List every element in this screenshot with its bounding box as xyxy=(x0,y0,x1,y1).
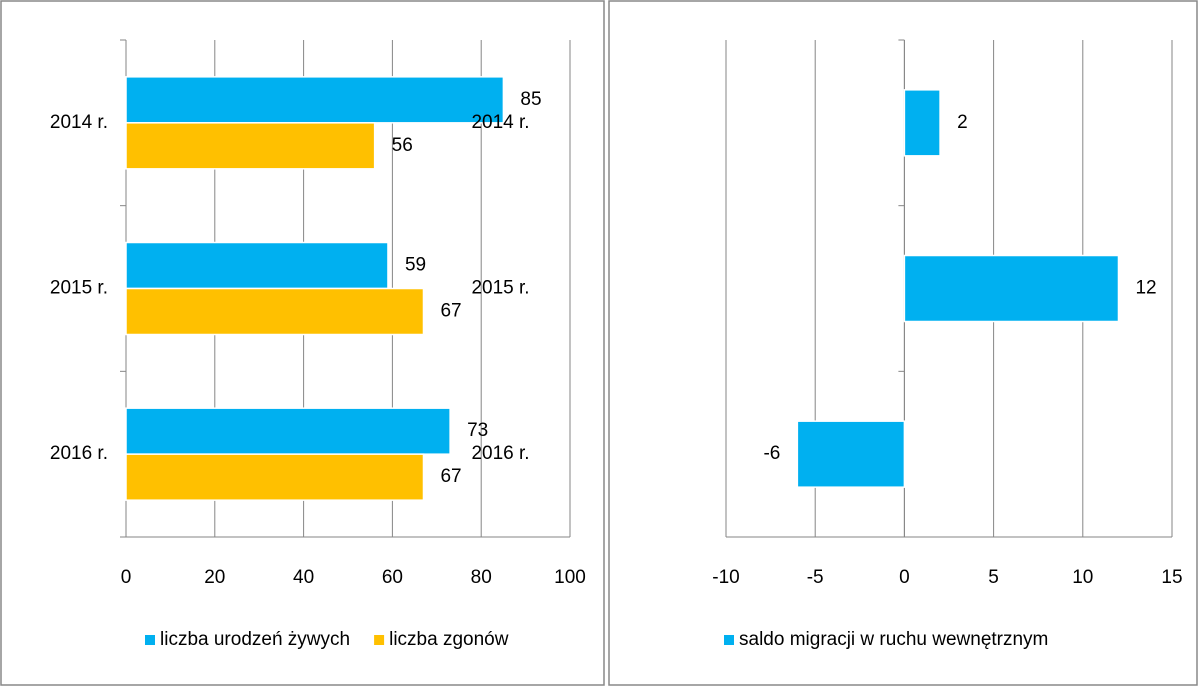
legend-label: liczba urodzeń żywych xyxy=(160,629,350,650)
x-tick-label: 60 xyxy=(382,567,403,588)
x-tick-label: 100 xyxy=(554,567,586,588)
x-tick-label: 20 xyxy=(204,567,225,588)
bar xyxy=(125,287,425,336)
bar xyxy=(125,76,505,124)
legend-swatch xyxy=(724,635,734,645)
data-label: 12 xyxy=(1135,278,1156,299)
bar xyxy=(125,241,389,290)
panel-border xyxy=(608,0,1198,686)
x-tick-label: 40 xyxy=(293,567,314,588)
data-label: 85 xyxy=(520,89,541,110)
bar xyxy=(125,122,376,170)
legend-swatch xyxy=(145,635,155,645)
y-tick-label: 2016 r. xyxy=(50,443,108,464)
bar xyxy=(903,89,941,157)
data-label: -6 xyxy=(763,443,780,464)
bar xyxy=(125,407,451,455)
legend-label: liczba zgonów xyxy=(389,629,509,650)
legend-label: saldo migracji w ruchu wewnętrznym xyxy=(739,629,1048,650)
y-tick-label: 2015 r. xyxy=(50,278,108,299)
bar xyxy=(903,254,1120,323)
x-tick-label: 15 xyxy=(1161,567,1182,588)
x-tick-label: 80 xyxy=(471,567,492,588)
data-label: 56 xyxy=(392,135,413,156)
bar xyxy=(125,453,425,501)
y-tick-label: 2014 r. xyxy=(50,112,108,133)
data-label: 73 xyxy=(467,420,488,441)
data-label: 59 xyxy=(405,255,426,276)
y-tick-label: 2015 r. xyxy=(471,278,529,299)
data-label: 67 xyxy=(440,301,461,322)
y-tick-label: 2014 r. xyxy=(471,112,529,133)
panel-border xyxy=(0,0,605,686)
x-tick-label: 5 xyxy=(988,567,999,588)
x-tick-label: -10 xyxy=(712,567,739,588)
data-label: 67 xyxy=(440,466,461,487)
x-tick-label: 10 xyxy=(1072,567,1093,588)
x-tick-label: -5 xyxy=(807,567,824,588)
x-tick-label: 0 xyxy=(899,567,910,588)
y-tick-label: 2016 r. xyxy=(471,443,529,464)
legend-swatch xyxy=(374,635,385,645)
x-tick-label: 0 xyxy=(121,567,132,588)
data-label: 2 xyxy=(957,112,968,133)
bar xyxy=(796,420,906,488)
